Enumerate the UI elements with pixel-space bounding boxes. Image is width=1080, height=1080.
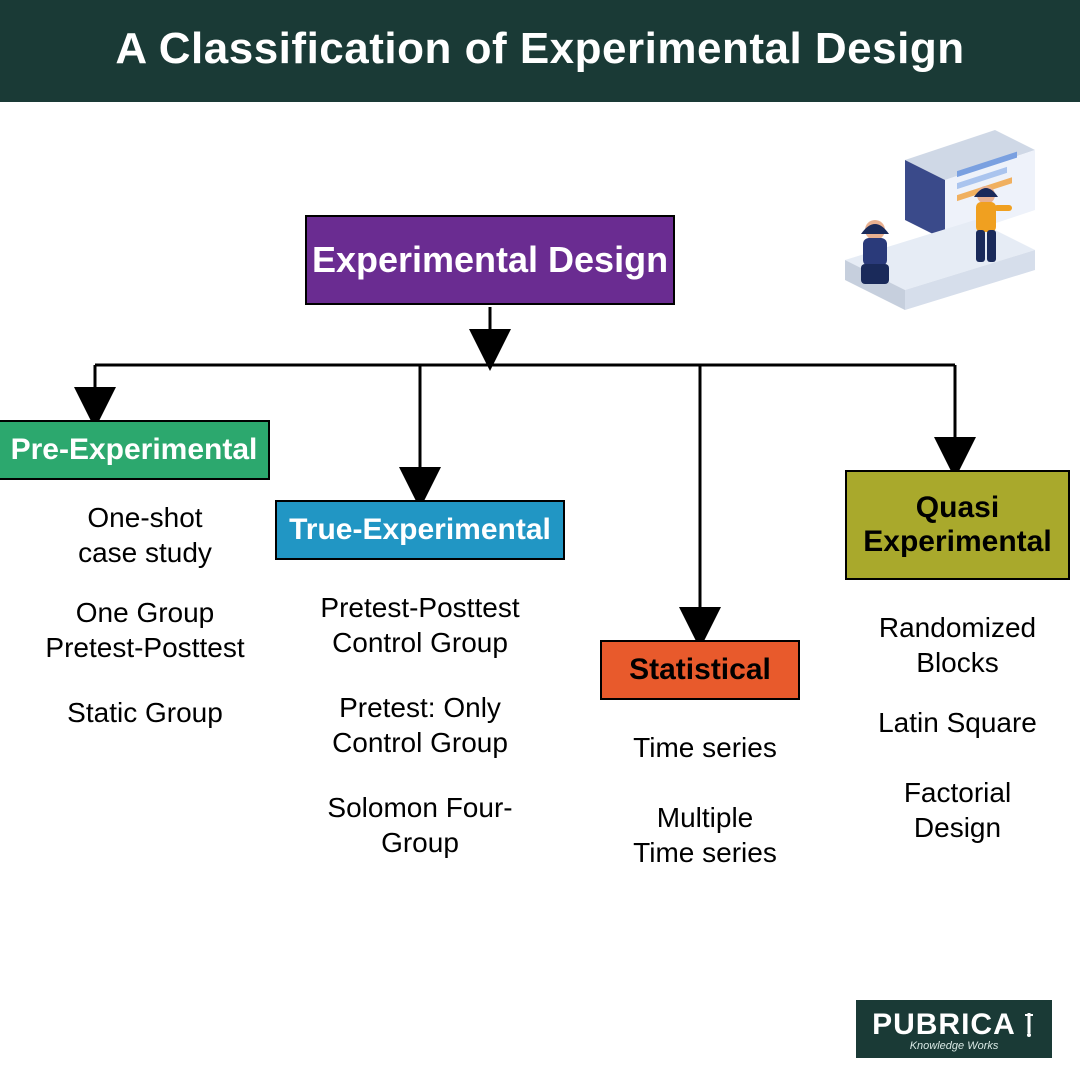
- header-bar: A Classification of Experimental Design: [0, 0, 1080, 102]
- list-item: Pretest: Only Control Group: [300, 690, 540, 760]
- list-item: Factorial Design: [855, 775, 1060, 845]
- node-quasi-experimental: Quasi Experimental: [845, 470, 1070, 580]
- node-statistical: Statistical: [600, 640, 800, 700]
- list-item: One-shot case study: [45, 500, 245, 570]
- root-node: Experimental Design: [305, 215, 675, 305]
- brand-logo: PUBRICA Knowledge Works: [856, 1000, 1052, 1058]
- root-label: Experimental Design: [312, 239, 668, 280]
- node-label: Statistical: [629, 653, 771, 688]
- hero-illustration: [825, 130, 1045, 320]
- list-item: Solomon Four- Group: [300, 790, 540, 860]
- logo-main-text: PUBRICA: [872, 1008, 1015, 1041]
- node-true-experimental: True-Experimental: [275, 500, 565, 560]
- node-label: Quasi Experimental: [863, 491, 1051, 560]
- node-label: Pre-Experimental: [11, 433, 258, 468]
- logo-text: PUBRICA: [872, 1008, 1036, 1042]
- list-item: Pretest-Posttest Control Group: [290, 590, 550, 660]
- list-item: Randomized Blocks: [855, 610, 1060, 680]
- page-title: A Classification of Experimental Design: [0, 24, 1080, 74]
- list-item: Multiple Time series: [610, 800, 800, 870]
- list-item: Latin Square: [855, 705, 1060, 740]
- node-pre-experimental: Pre-Experimental: [0, 420, 270, 480]
- list-item: One Group Pretest-Posttest: [20, 595, 270, 665]
- list-item: Static Group: [40, 695, 250, 730]
- node-label: True-Experimental: [289, 513, 551, 548]
- list-item: Time series: [610, 730, 800, 765]
